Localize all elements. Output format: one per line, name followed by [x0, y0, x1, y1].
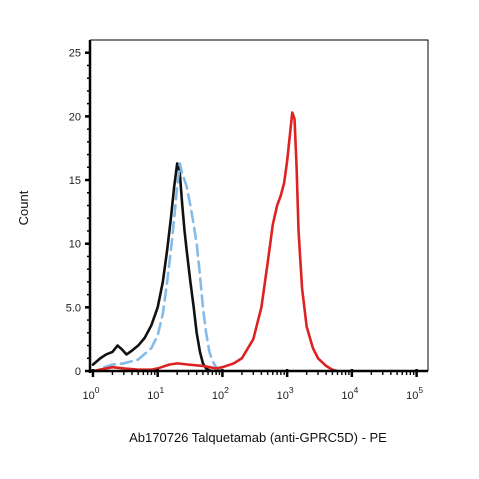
x-tick-label-0: 100	[82, 385, 99, 402]
y-axis-title: Count	[16, 190, 31, 225]
histogram-series-1	[91, 162, 214, 373]
x-tick-label-4: 104	[341, 385, 358, 402]
y-tick-label-5: 25	[69, 48, 81, 60]
x-tick-label-5: 105	[406, 385, 423, 402]
y-tick-label-3: 15	[69, 175, 81, 187]
x-tick-label-1: 101	[147, 385, 164, 402]
y-tick-label-0: 0	[75, 366, 81, 378]
histogram-series-3	[91, 111, 339, 373]
x-axis-title: Ab170726 Talquetamab (anti-GPRC5D) - PE	[129, 430, 387, 445]
histogram-series-2	[103, 162, 224, 373]
y-tick-label-2: 10	[69, 239, 81, 251]
y-tick-label-4: 20	[69, 111, 81, 123]
plot-frame	[90, 39, 429, 371]
x-tick-label-3: 103	[277, 385, 294, 402]
y-tick-label-1: 5.0	[66, 302, 81, 314]
x-tick-label-2: 102	[212, 385, 229, 402]
